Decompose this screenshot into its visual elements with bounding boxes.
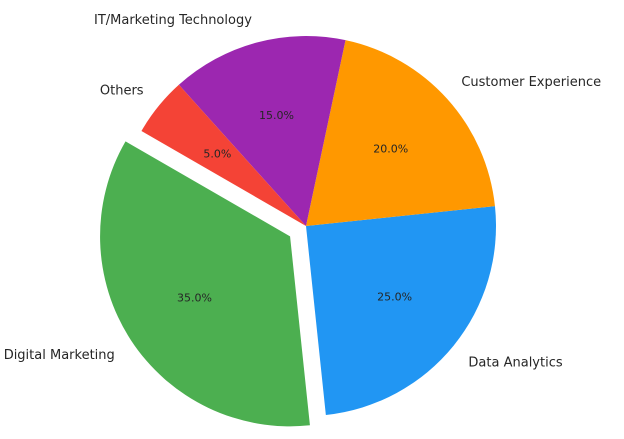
pct-label-others: 5.0% [203,147,231,160]
category-label-it-marketing-technology: IT/Marketing Technology [94,13,252,28]
pie-slice-others [141,84,306,226]
category-labels: Digital Marketing Data Analytics Customer … [4,13,601,370]
pie-slice-customer-experience [306,40,495,227]
pct-label-data-analytics: 25.0% [377,291,412,304]
percentage-labels: 35.0% 25.0% 20.0% 15.0% 5.0% [177,109,412,305]
pie-slice-digital-marketing [100,141,310,427]
pct-label-customer-experience: 20.0% [373,143,408,156]
pct-label-digital-marketing: 35.0% [177,291,212,304]
pie-slices [100,35,496,427]
pie-slice-data-analytics [306,206,496,415]
category-label-digital-marketing: Digital Marketing [4,348,115,363]
category-label-others: Others [100,83,144,98]
category-label-customer-experience: Customer Experience [461,75,601,90]
category-label-data-analytics: Data Analytics [468,355,562,370]
pie-slice-it-marketing-technology [178,35,346,227]
pct-label-it-marketing-technology: 15.0% [259,109,294,122]
